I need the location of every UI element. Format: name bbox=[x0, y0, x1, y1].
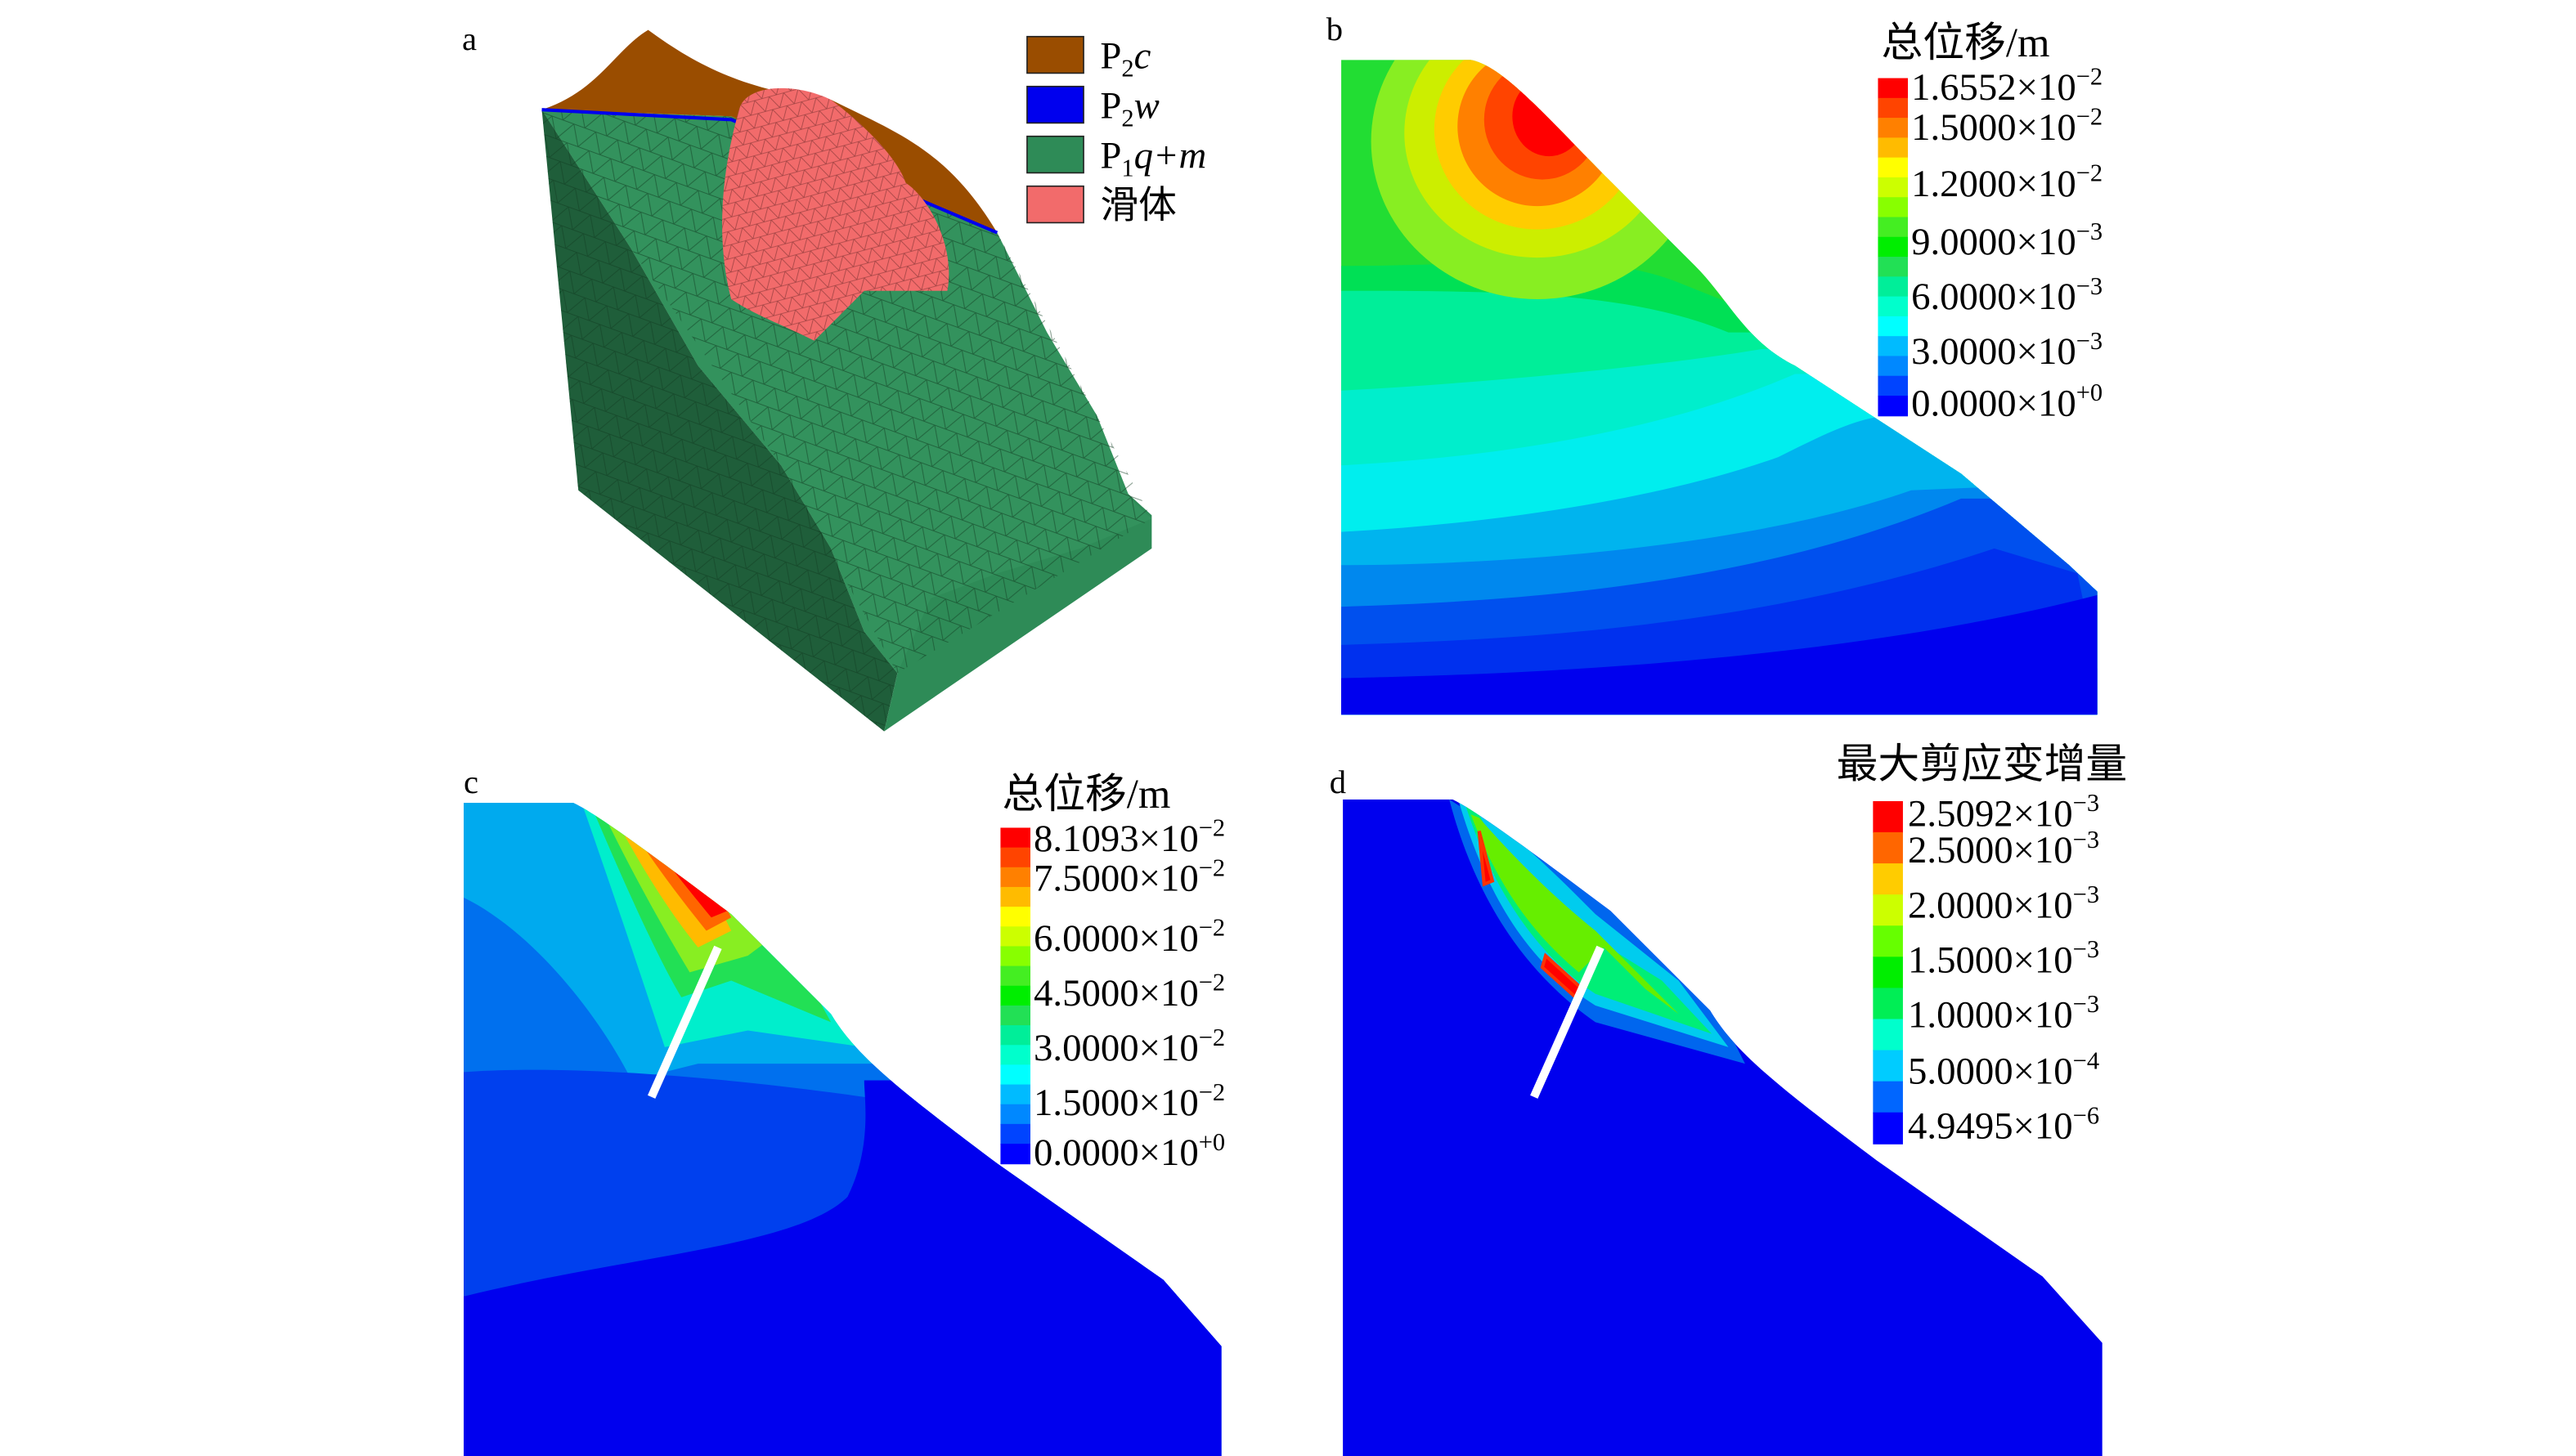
legend-swatch bbox=[1026, 85, 1084, 124]
front-face-mesh bbox=[541, 110, 898, 732]
colorbar-swatch bbox=[1000, 1123, 1030, 1145]
colorbar-tick-label: 1.5000×10−2 bbox=[1034, 1078, 1225, 1124]
colorbar-swatch bbox=[1873, 894, 1903, 927]
colorbar-swatch bbox=[1873, 1050, 1903, 1082]
panel-label-d: d bbox=[1330, 764, 1346, 800]
colorbar-swatch bbox=[1000, 1084, 1030, 1105]
panel-label-b: b bbox=[1326, 11, 1343, 47]
colorbar-swatch bbox=[1000, 1104, 1030, 1125]
colorbar-swatch bbox=[1878, 118, 1909, 139]
colorbar-tick-label: 4.9495×10−6 bbox=[1908, 1101, 2099, 1147]
colorbar-tick-label: 4.5000×10−2 bbox=[1034, 969, 1225, 1015]
colorbar-swatch bbox=[1878, 336, 1909, 357]
top-face-mesh bbox=[541, 110, 1152, 674]
colorbar-swatch bbox=[1873, 1019, 1903, 1051]
colorbar-swatch bbox=[1000, 1064, 1030, 1086]
colorbar-b: 1.6552×10−21.5000×10−2 1.2000×10−2 9.0000×… bbox=[1878, 63, 2103, 424]
colorbar-swatch bbox=[1878, 356, 1909, 377]
colorbar-swatch bbox=[1000, 867, 1030, 888]
colorbar-swatch bbox=[1873, 1081, 1903, 1113]
colorbar-tick-label: 7.5000×10−2 bbox=[1034, 853, 1225, 899]
colorbar-swatch bbox=[1878, 97, 1909, 119]
colorbar-tick-label: 8.1093×10−2 bbox=[1034, 814, 1225, 860]
anchor-pile-c bbox=[648, 945, 722, 1099]
colorbar-swatch bbox=[1878, 316, 1909, 338]
colorbar-swatch bbox=[1873, 800, 1903, 834]
colorbar-tick-label: 5.0000×10−4 bbox=[1908, 1046, 2099, 1092]
colorbar-swatch bbox=[1000, 1005, 1030, 1027]
panel-c: c 总位移/m 8.1093×10−27.5000×10−2 6.0000×10−… bbox=[464, 764, 1225, 1456]
legend-swatch bbox=[1026, 135, 1084, 174]
colorbar-swatch bbox=[1878, 177, 1909, 199]
colorbar-tick-label: 1.6552×10−2 bbox=[1911, 63, 2103, 109]
legend-label: P2c bbox=[1100, 34, 1151, 82]
colorbar-swatch bbox=[1000, 985, 1030, 1006]
colorbar-swatch bbox=[1000, 1144, 1030, 1165]
colorbar-swatch bbox=[1000, 946, 1030, 967]
colorbar-c: 8.1093×10−27.5000×10−2 6.0000×10−2 4.5000×… bbox=[1000, 814, 1225, 1174]
colorbar-tick-label: 9.0000×10−3 bbox=[1911, 217, 2103, 263]
colorbar-tick-label: 3.0000×10−3 bbox=[1911, 327, 2103, 373]
colorbar-swatch bbox=[1000, 1025, 1030, 1046]
panel-d: d 最大剪应变增量 2.5092×10−32.5000×10−3 2.0000×1… bbox=[1330, 741, 2127, 1456]
colorbar-d: 2.5092×10−32.5000×10−3 2.0000×10−3 1.5000×… bbox=[1873, 789, 2099, 1148]
colorbar-swatch bbox=[1873, 925, 1903, 958]
colorbar-swatch bbox=[1878, 157, 1909, 178]
colorbar-swatch bbox=[1878, 276, 1909, 298]
colorbar-swatch bbox=[1878, 78, 1909, 99]
legend-swatch bbox=[1026, 35, 1084, 74]
colorbar-swatch bbox=[1878, 395, 1909, 417]
colorbar-swatch bbox=[1000, 965, 1030, 987]
colorbar-tick-label: 1.5000×10−2 bbox=[1911, 102, 2103, 148]
colorbar-tick-label: 1.0000×10−3 bbox=[1908, 990, 2099, 1036]
colorbar-swatch bbox=[1878, 217, 1909, 238]
colorbar-tick-label: 1.5000×10−3 bbox=[1908, 935, 2099, 981]
colorbar-tick-label: 2.5092×10−3 bbox=[1908, 789, 2099, 835]
legend-title-d: 最大剪应变增量 bbox=[1837, 741, 2128, 786]
colorbar-swatch bbox=[1873, 1112, 1903, 1145]
colorbar-swatch bbox=[1000, 926, 1030, 948]
legend-swatch bbox=[1026, 185, 1084, 224]
colorbar-tick-label: 6.0000×10−2 bbox=[1034, 914, 1225, 960]
colorbar-swatch bbox=[1000, 1045, 1030, 1066]
colorbar-swatch bbox=[1873, 988, 1903, 1020]
colorbar-tick-label: 0.0000×10+0 bbox=[1034, 1128, 1225, 1174]
panel-b: b 总位移/m 1.6552×10−21.5000×10−2 1.2000×10−… bbox=[1326, 11, 2103, 715]
anchor-pile-d bbox=[1530, 945, 1604, 1099]
sliding-body-mesh bbox=[722, 87, 949, 341]
legend-title-c: 总位移/m bbox=[1002, 771, 1170, 817]
colorbar-tick-label: 0.0000×10+0 bbox=[1911, 379, 2103, 424]
colorbar-swatch bbox=[1873, 956, 1903, 989]
colorbar-swatch bbox=[1000, 847, 1030, 868]
colorbar-swatch bbox=[1878, 197, 1909, 218]
colorbar-swatch bbox=[1000, 907, 1030, 928]
colorbar-tick-label: 1.2000×10−2 bbox=[1911, 159, 2103, 205]
colorbar-tick-label: 2.5000×10−3 bbox=[1908, 826, 2099, 871]
colorbar-swatch bbox=[1000, 886, 1030, 908]
panel-label-a: a bbox=[462, 20, 477, 57]
panel-label-c: c bbox=[464, 764, 478, 800]
colorbar-swatch bbox=[1878, 236, 1909, 258]
colorbar-tick-label: 6.0000×10−3 bbox=[1911, 272, 2103, 318]
legend-label: P2w bbox=[1100, 84, 1159, 132]
colorbar-tick-label: 3.0000×10−2 bbox=[1034, 1024, 1225, 1069]
colorbar-swatch bbox=[1873, 832, 1903, 865]
colorbar-swatch bbox=[1878, 257, 1909, 278]
legend-label: P1q+m bbox=[1100, 134, 1206, 181]
colorbar-swatch bbox=[1878, 137, 1909, 159]
colorbar-swatch bbox=[1878, 296, 1909, 317]
colorbar-swatch bbox=[1000, 827, 1030, 849]
colorbar-swatch bbox=[1873, 863, 1903, 896]
slope-3d-mesh-model bbox=[541, 29, 1152, 732]
legend-label: 滑体 bbox=[1100, 184, 1176, 226]
colorbar-tick-label: 2.0000×10−3 bbox=[1908, 880, 2099, 926]
colorbar-swatch bbox=[1878, 375, 1909, 397]
legend-title-b: 总位移/m bbox=[1882, 20, 2050, 65]
